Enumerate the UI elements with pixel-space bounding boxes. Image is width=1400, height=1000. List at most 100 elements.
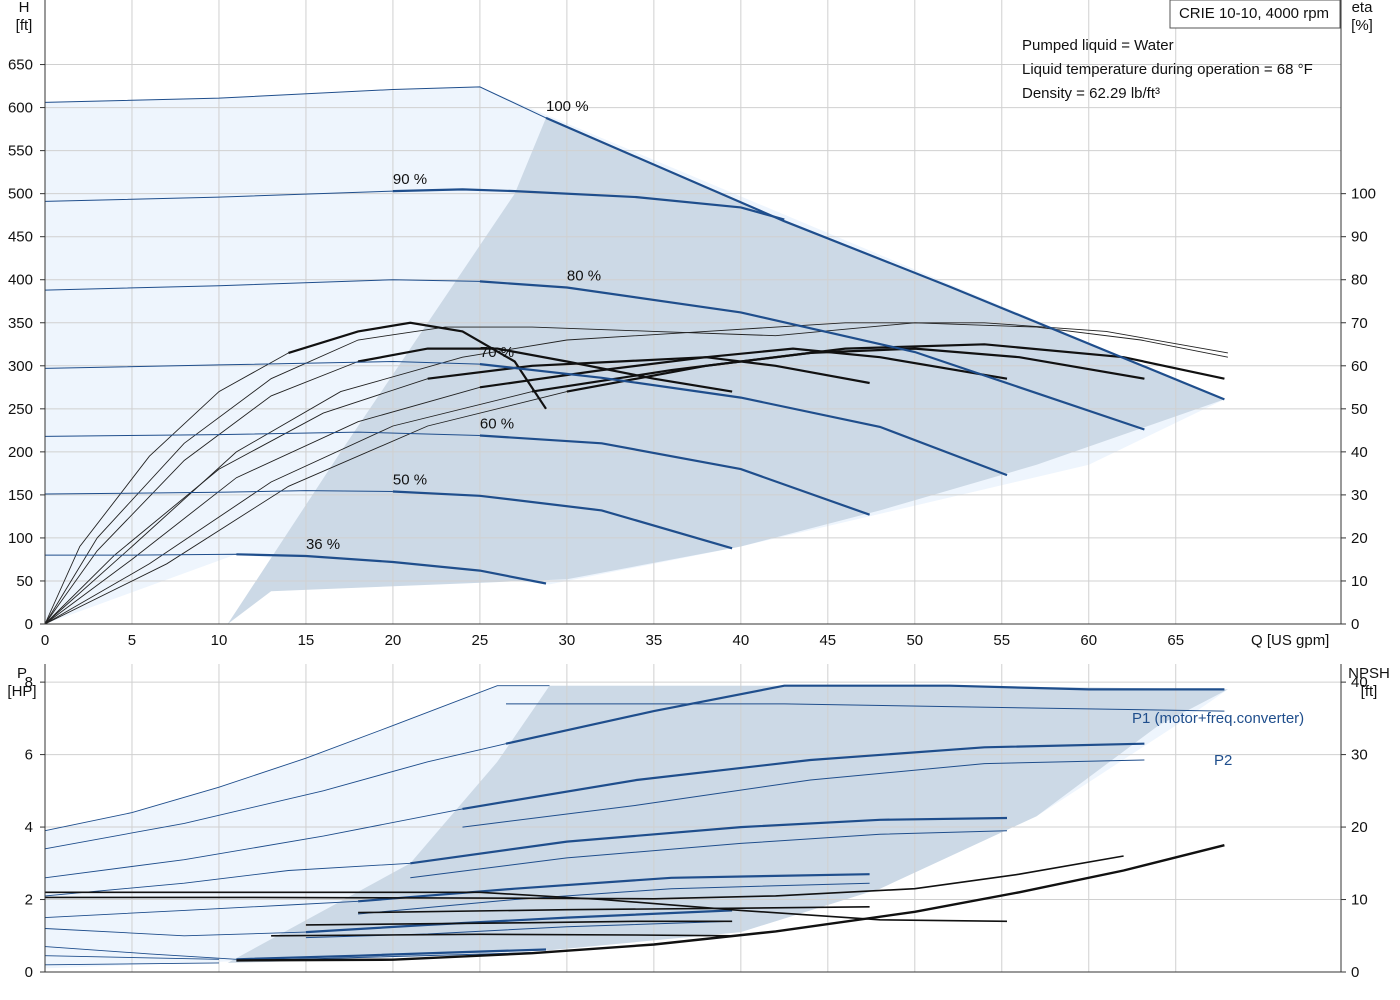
speed-curve-bold <box>236 553 547 585</box>
y-left-tick-label: 550 <box>8 143 33 160</box>
x-tick-label: 35 <box>646 632 663 649</box>
y-left-tick-label: 400 <box>8 272 33 289</box>
speed-curve-bold <box>479 280 1145 431</box>
power-curve-thin <box>44 946 237 960</box>
x-tick-label: 15 <box>298 632 315 649</box>
efficiency-curve-bold <box>479 347 1008 389</box>
speed-curve-label: 60 % <box>480 416 514 433</box>
speed-curve-label: 80 % <box>567 267 601 284</box>
speed-curve-label: 70 % <box>480 344 514 361</box>
speed-curve-bold <box>479 363 1008 477</box>
power-curve-thin <box>44 862 411 897</box>
x-tick-label: 40 <box>732 632 749 649</box>
y-right-tick-label: 0 <box>1351 616 1359 633</box>
npsh-curve <box>358 906 870 914</box>
p1-curve <box>410 816 1008 865</box>
label-p2: P2 <box>1214 752 1232 769</box>
npsh-curve <box>305 920 733 926</box>
y-right-tick-label: 60 <box>1351 358 1368 375</box>
p1-curve <box>505 684 1225 745</box>
y-right-tick-label: 20 <box>1351 819 1368 836</box>
x-tick-label: 55 <box>993 632 1010 649</box>
y-right-tick-label: 30 <box>1351 747 1368 764</box>
speed-curve-bold <box>392 490 733 550</box>
y-left-tick-label: 0 <box>25 964 33 981</box>
y-right-tick-label: 30 <box>1351 487 1368 504</box>
p2-curve <box>506 703 1225 712</box>
p2-curve <box>358 882 870 915</box>
efficiency-curve-thin <box>44 322 1228 625</box>
x-tick-label: 60 <box>1080 632 1097 649</box>
x-tick-label: 10 <box>211 632 228 649</box>
y-left-tick-label: 2 <box>25 892 33 909</box>
y-left-tick-label: 600 <box>8 100 33 117</box>
speed-curve-bold <box>545 116 1225 401</box>
p1-curve <box>462 742 1145 810</box>
y-right-unit-pct: [%] <box>1351 17 1373 34</box>
y-right-tick-label: 100 <box>1351 186 1376 203</box>
y-right-tick-label: 40 <box>1351 444 1368 461</box>
y-right-tick-label: 50 <box>1351 401 1368 418</box>
info-density: Density = 62.29 lb/ft³ <box>1022 85 1160 102</box>
efficiency-curve-thin <box>44 322 1228 625</box>
p1-curve <box>358 873 870 903</box>
npsh-curve <box>236 844 1225 962</box>
x-axis-label: Q [US gpm] <box>1251 632 1329 649</box>
p1-curve <box>305 909 733 934</box>
y-right-unit-ft: [ft] <box>1361 683 1378 700</box>
y-left-tick-label: 100 <box>8 530 33 547</box>
x-tick-label: 65 <box>1167 632 1184 649</box>
speed-curve-label: 90 % <box>393 171 427 188</box>
x-tick-label: 20 <box>385 632 402 649</box>
y-left-tick-label: 50 <box>16 573 33 590</box>
y-right-label-eta: eta <box>1352 0 1374 16</box>
y-left-unit-hp: [HP] <box>7 683 36 700</box>
y-left-tick-label: 150 <box>8 487 33 504</box>
speed-curve-label: 50 % <box>393 471 427 488</box>
y-left-tick-label: 500 <box>8 186 33 203</box>
y-right-tick-label: 90 <box>1351 229 1368 246</box>
y-left-tick-label: 300 <box>8 358 33 375</box>
head-efficiency-panel: 100 % 90 % 80 % 70 % 60 % 50 % 36 % 0 5 10 15 20 25 3… <box>8 0 1376 649</box>
power-curve-thin <box>44 928 306 937</box>
efficient-zone <box>227 117 1225 625</box>
speed-curve-thin <box>44 490 393 495</box>
y-right-tick-label: 10 <box>1351 573 1368 590</box>
power-npsh-panel: 0 2 4 6 8 0 10 20 30 40 <box>25 664 1368 981</box>
power-curve-thin <box>44 955 220 960</box>
y-right-tick-label: 70 <box>1351 315 1368 332</box>
y-left-tick-label: 650 <box>8 57 33 74</box>
y-left-tick-label: 450 <box>8 229 33 246</box>
power-curve-thin <box>44 808 463 879</box>
efficiency-curve-bold <box>531 347 1145 393</box>
info-liquid: Pumped liquid = Water <box>1022 37 1174 54</box>
npsh-curve <box>45 855 1124 900</box>
y-right-label-npsh: NPSH <box>1348 665 1390 682</box>
p1-curve <box>236 948 547 961</box>
title-box <box>1169 0 1341 29</box>
x-tick-label: 25 <box>472 632 489 649</box>
speed-curve-bold <box>479 434 870 516</box>
y-right-tick-label: 80 <box>1351 272 1368 289</box>
y-left-label-h: H <box>19 0 30 16</box>
y-right-tick-label: 20 <box>1351 530 1368 547</box>
y-left-tick-label: 4 <box>25 819 33 836</box>
y-left-tick-label: 200 <box>8 444 33 461</box>
y-left-label-p: P <box>17 665 27 682</box>
y-left-tick-label: 0 <box>25 616 33 633</box>
y-left-tick-label: 6 <box>25 747 33 764</box>
power-curve-thin <box>44 900 359 919</box>
speed-curve-label: 36 % <box>306 536 340 553</box>
info-temperature: Liquid temperature during operation = 68… <box>1022 61 1313 78</box>
x-tick-label: 5 <box>128 632 136 649</box>
y-left-tick-label: 350 <box>8 315 33 332</box>
power-curve-thin <box>44 743 507 850</box>
y-left-tick-label: 250 <box>8 401 33 418</box>
x-tick-label: 0 <box>41 632 49 649</box>
speed-curve-thin <box>44 431 480 437</box>
efficiency-curve-bold <box>566 343 1225 393</box>
speed-curve-thin <box>44 86 547 119</box>
p2-curve <box>462 759 1145 828</box>
y-left-unit-ft: [ft] <box>16 17 33 34</box>
y-right-tick-label: 40 <box>1351 674 1368 691</box>
